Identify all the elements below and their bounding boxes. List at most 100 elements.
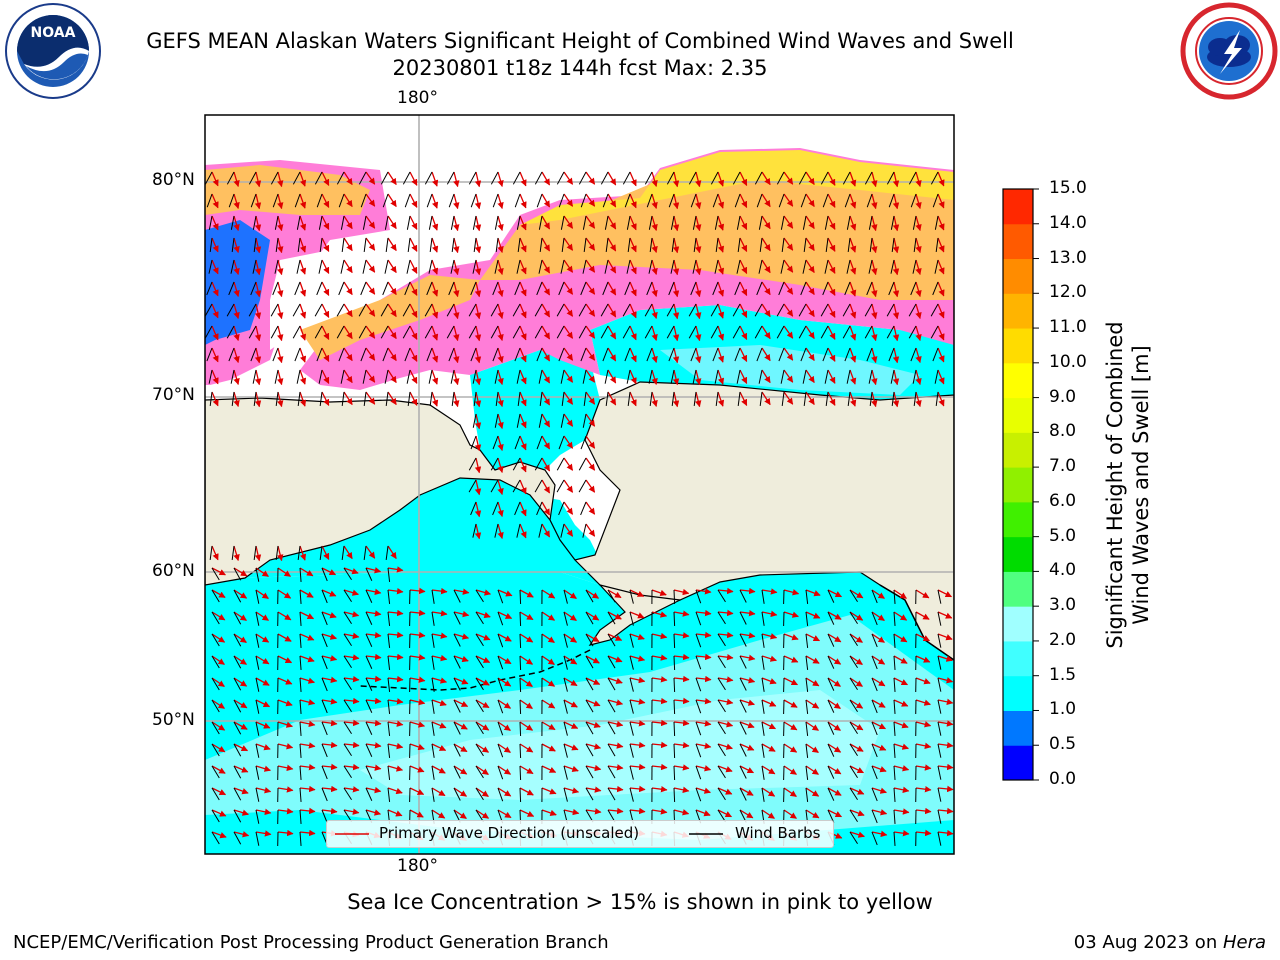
wave-direction-arrow [387,171,397,186]
wind-barb [255,655,260,670]
wave-direction-arrow [805,765,819,775]
wave-direction-arrow [717,237,725,253]
wind-barb [321,699,328,714]
wind-barb [714,259,719,274]
wave-direction-arrow [431,237,439,253]
wave-direction-arrow [431,765,446,774]
wind-barb [560,215,565,230]
wind-barb [827,677,835,691]
wave-direction-arrow [849,237,857,253]
wind-barb [514,281,521,296]
wind-barb [211,787,220,801]
wave-direction-arrow [695,237,702,254]
wave-direction-arrow [321,567,337,576]
wave-direction-arrow [519,435,527,451]
wave-direction-arrow [827,655,842,665]
wave-direction-arrow [563,677,578,687]
wind-barb [778,281,785,296]
wind-barb [646,281,653,296]
wind-barb [299,677,302,692]
wind-barb [871,765,878,780]
wind-barb [424,171,433,185]
wave-direction-arrow [211,831,227,839]
wave-direction-arrow [805,633,821,642]
wave-direction-arrow [343,545,353,560]
wave-direction-arrow [805,259,815,274]
wave-direction-arrow [672,281,680,298]
wave-direction-arrow [497,435,504,452]
wind-barb [846,215,851,230]
wind-barb [580,193,587,208]
wave-direction-arrow [431,809,446,819]
wave-direction-arrow [563,787,580,794]
wind-barb [253,545,257,560]
wave-direction-arrow [541,589,556,599]
wind-barb [604,259,609,274]
wave-direction-arrow [255,699,271,708]
wave-direction-arrow [893,765,910,772]
wind-barb [233,809,242,823]
wind-barb [387,721,391,736]
wind-barb [693,391,697,406]
wave-direction-arrow [519,215,527,231]
wind-barb [343,567,352,581]
wave-direction-arrow [893,699,909,707]
wind-barb [362,369,367,384]
wave-direction-arrow [541,457,551,472]
wind-barb [494,259,499,274]
wave-direction-arrow [937,807,954,815]
wind-barb [358,325,367,339]
wave-direction-arrow [453,237,460,254]
wind-barb [690,193,697,208]
wind-barb [453,743,461,757]
wave-direction-arrow [915,742,932,750]
colorbar-label: Significant Height of Combined Wind Wave… [1102,235,1154,735]
wave-direction-arrow [277,303,284,320]
wave-direction-arrow [915,259,922,276]
wave-direction-arrow [519,171,527,187]
wave-direction-arrow [211,347,219,363]
wind-barb [869,391,873,406]
wind-barb [886,325,895,339]
wave-direction-arrow [651,697,668,705]
wind-barb [431,633,435,648]
wave-direction-arrow [541,237,551,252]
wind-barb [886,171,895,185]
wave-direction-arrow [474,501,482,518]
wind-barb [519,787,522,803]
wave-direction-arrow [343,675,360,683]
wave-direction-arrow [827,303,836,318]
wave-direction-arrow [915,325,922,342]
wave-direction-arrow [519,611,534,621]
lat-label-80n: 80°N [152,170,195,190]
wave-direction-arrow [695,675,712,683]
wave-direction-arrow [937,347,945,363]
wind-barb [296,369,301,384]
wind-barb [250,281,257,296]
wave-direction-arrow [893,633,908,643]
wind-barb [673,589,676,605]
wave-direction-arrow [585,633,600,643]
wind-barb [274,215,279,230]
wind-barb [448,281,455,296]
wind-barb [930,303,939,317]
wind-barb [607,677,616,691]
wave-direction-arrow [299,215,307,231]
wave-direction-arrow [695,303,702,320]
wind-barb [385,391,389,406]
wind-barb [270,325,279,339]
wave-direction-arrow [805,589,821,597]
wind-barb [710,171,719,185]
wave-direction-arrow [783,633,799,641]
wind-barb [205,303,213,317]
wave-direction-arrow [871,193,878,210]
wave-direction-arrow [585,259,596,273]
wind-barb [205,325,213,339]
wave-direction-arrow [783,611,799,618]
wave-direction-arrow [783,721,798,731]
wind-barb [228,281,235,296]
wave-direction-arrow [849,611,864,621]
wave-direction-arrow [321,655,338,662]
colorbar-segment [1003,501,1033,538]
